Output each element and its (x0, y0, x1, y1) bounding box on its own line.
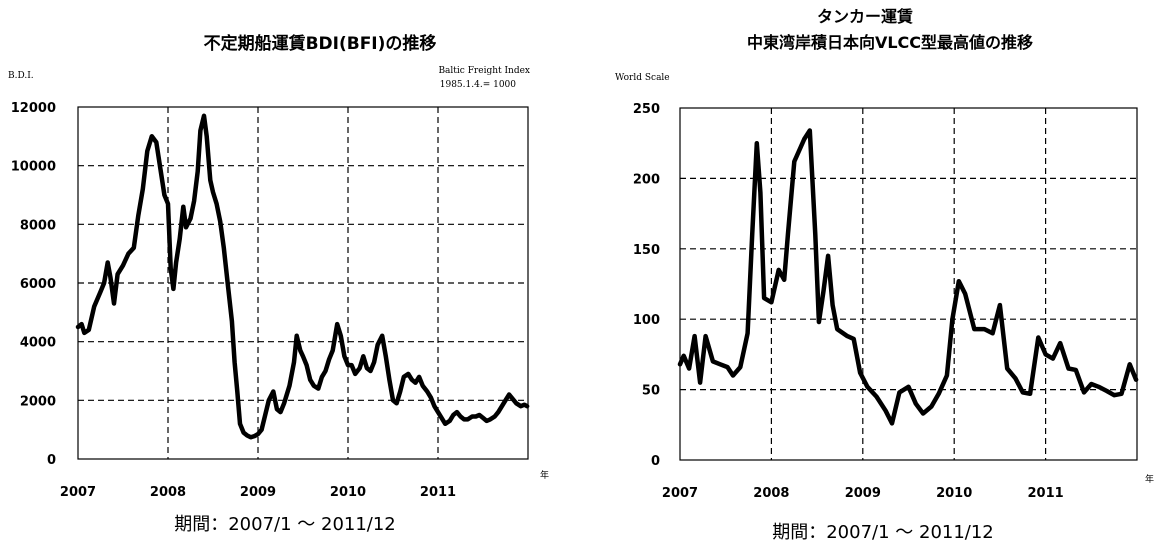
left-y-tick-label: 12000 (11, 101, 56, 116)
left-y-tick-label: 8000 (20, 218, 56, 233)
right-y-tick-label: 0 (651, 454, 660, 469)
left-y-tick-label: 0 (47, 453, 56, 468)
right-x-tick-label: 2007 (662, 486, 698, 501)
left-series-line (75, 113, 530, 440)
left-y-tick-label: 10000 (11, 160, 56, 175)
left-plot: 0 2000 4000 6000 8000 10000 12000 2007 2008 2009 2… (11, 101, 530, 500)
right-y-tick-label: 200 (633, 172, 660, 187)
right-x-tick-label: 2008 (753, 486, 789, 501)
left-x-tick-label: 2009 (240, 485, 276, 500)
right-series-line (677, 128, 1139, 426)
right-period-label: 期間：2007/1 ～ 2011/12 (772, 522, 994, 543)
left-chart-title: 不定期船運賃BDI(BFI)の推移 (204, 33, 437, 54)
left-y-tick-label: 4000 (20, 336, 56, 351)
right-x-tick-label: 2009 (845, 486, 881, 501)
left-x-tick-label: 2011 (420, 485, 456, 500)
right-y-axis-label: World Scale (615, 73, 670, 83)
right-plot: 0 50 100 150 200 250 2007 2008 2009 2010 2011 (633, 102, 1139, 501)
left-annotation-line2: 1985.1.4.= 1000 (440, 80, 517, 90)
right-y-tick-label: 100 (633, 313, 660, 328)
right-x-tick-label: 2011 (1028, 486, 1064, 501)
left-y-axis-label: B.D.I. (8, 71, 34, 81)
left-annotation-line1: Baltic Freight Index (438, 66, 530, 76)
left-y-tick-label: 2000 (20, 394, 56, 409)
right-chart-title-line2: 中東湾岸積日本向VLCC型最高値の推移 (747, 33, 1033, 52)
left-x-tick-label: 2010 (330, 485, 366, 500)
right-y-tick-label: 50 (642, 384, 660, 399)
right-y-tick-label: 150 (633, 243, 660, 258)
left-y-tick-label: 6000 (20, 277, 56, 292)
left-x-unit-label: 年 (540, 469, 549, 481)
right-y-tick-label: 250 (633, 102, 660, 117)
right-plot-frame (679, 107, 1138, 461)
right-x-tick-label: 2010 (936, 486, 972, 501)
right-x-unit-label: 年 (1145, 473, 1154, 485)
left-period-label: 期間：2007/1 ～ 2011/12 (174, 514, 396, 535)
left-x-tick-label: 2008 (150, 485, 186, 500)
right-chart-title-line1: タンカー運賃 (817, 7, 913, 26)
left-x-tick-label: 2007 (60, 485, 96, 500)
